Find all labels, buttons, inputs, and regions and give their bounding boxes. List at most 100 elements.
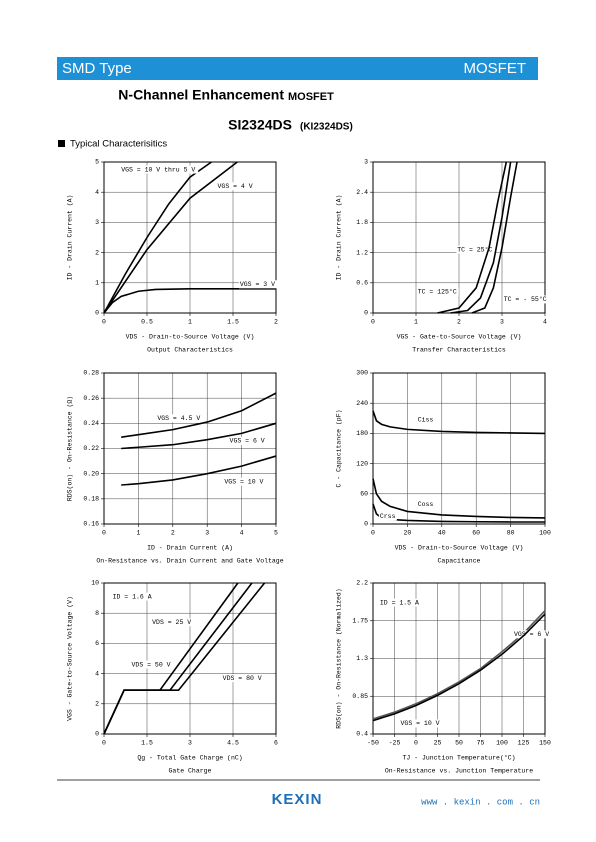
series-label: TC = - 55°C (504, 295, 547, 303)
x-tick-label: 4 (543, 319, 547, 326)
section-title: Typical Characterisitics (70, 139, 167, 150)
x-tick-label: 0 (102, 319, 106, 326)
x-tick-label: 40 (438, 530, 446, 537)
label-backdrop (130, 660, 173, 669)
x-tick-label: 1.5 (141, 740, 153, 747)
y-tick-label: 10 (91, 580, 99, 587)
label-backdrop (120, 165, 199, 174)
x-tick-label: 4 (240, 530, 244, 537)
x-tick-label: 3 (205, 530, 209, 537)
label-backdrop (416, 500, 435, 509)
x-axis-label: VDS - Drain-to-Source Voltage (V) (126, 334, 255, 341)
series-label: VGS = 10 V thru 5 V (121, 166, 195, 173)
y-axis-label: C - Capacitance (pF) (336, 409, 343, 487)
x-tick-label: -25 (389, 740, 401, 747)
x-tick-label: 25 (434, 740, 442, 747)
y-tick-label: 0.4 (356, 731, 368, 738)
series-label: Crss (380, 513, 396, 520)
series-label: VDS = 25 V (152, 619, 191, 626)
y-tick-label: 2.2 (356, 580, 368, 587)
x-tick-label: 1 (188, 319, 192, 326)
label-backdrop (111, 592, 154, 601)
label-backdrop (456, 245, 495, 254)
y-tick-label: 5 (95, 159, 99, 166)
x-tick-label: 0 (102, 530, 106, 537)
y-tick-label: 3 (95, 219, 99, 226)
y-tick-label: 300 (356, 370, 368, 377)
curve (372, 410, 546, 435)
series-label: VDS = 80 V (223, 675, 262, 682)
y-tick-label: 0 (95, 310, 99, 317)
y-tick-label: 0.6 (356, 280, 368, 287)
series-label: TC = 25°C (457, 245, 492, 253)
curve (103, 582, 239, 735)
label-backdrop (416, 287, 459, 296)
series-label: VGS = 3 V (240, 281, 275, 288)
y-tick-label: 4 (95, 670, 99, 677)
series-label: VGS = 10 V (224, 478, 263, 485)
x-tick-label: 0 (414, 740, 418, 747)
y-axis-label: VGS - Gate-to-Source Voltage (V) (67, 596, 74, 721)
label-backdrop (399, 719, 442, 728)
part-number: SI2324DS (228, 117, 292, 133)
y-tick-label: 0.26 (83, 395, 99, 402)
chart-caption: Capacitance (438, 558, 481, 565)
curve (121, 422, 277, 450)
label-backdrop (416, 415, 435, 424)
y-tick-label: 0.18 (83, 496, 99, 503)
y-tick-label: 6 (95, 640, 99, 647)
title: N-Channel Enhancement (118, 87, 284, 103)
plot-frame (372, 582, 546, 735)
y-tick-label: 1 (95, 280, 99, 287)
y-tick-label: 0.28 (83, 370, 99, 377)
title-tag: MOSFET (288, 91, 334, 103)
x-tick-label: 2 (171, 530, 175, 537)
label-backdrop (378, 598, 421, 607)
series-label: VGS = 4 V (218, 183, 253, 190)
chart-caption: Gate Charge (169, 768, 212, 775)
label-backdrop (228, 436, 267, 445)
series-label: VGS = 10 V (401, 720, 440, 727)
x-tick-label: 0 (371, 319, 375, 326)
series-label: VDS = 50 V (132, 661, 171, 668)
y-tick-label: 0 (364, 521, 368, 528)
header-right: MOSFET (464, 60, 527, 77)
curve (103, 161, 238, 314)
y-tick-label: 240 (356, 400, 368, 407)
x-tick-label: 80 (507, 530, 515, 537)
curve (450, 161, 512, 314)
chart-caption: Output Characteristics (147, 347, 233, 354)
x-tick-label: 1.5 (227, 319, 239, 326)
x-tick-label: 100 (539, 530, 551, 537)
y-axis-label: RDS(on) - On-Resistance (Ω) (67, 396, 74, 501)
label-backdrop (378, 512, 397, 521)
y-tick-label: 3 (364, 159, 368, 166)
x-tick-label: 1 (414, 319, 418, 326)
series-label: VGS = 6 V (514, 631, 549, 638)
series-label: VGS = 4.5 V (157, 415, 200, 422)
chart-caption: On-Resistance vs. Drain Current and Gate… (96, 558, 283, 565)
curve (103, 161, 212, 314)
label-backdrop (151, 618, 194, 627)
plot-frame (372, 372, 546, 525)
x-tick-label: 150 (539, 740, 551, 747)
curve (372, 503, 545, 523)
y-tick-label: 2.4 (356, 189, 368, 196)
footer-logo: KEXIN (272, 791, 323, 808)
label-backdrop (223, 477, 266, 486)
label-backdrop (156, 414, 203, 423)
y-tick-label: 1.2 (356, 249, 368, 256)
curve (372, 613, 546, 722)
curve (372, 610, 546, 720)
x-tick-label: -50 (367, 740, 379, 747)
y-tick-label: 1.3 (356, 655, 368, 662)
x-tick-label: 0 (371, 530, 375, 537)
x-tick-label: 5 (274, 530, 278, 537)
x-tick-label: 75 (477, 740, 485, 747)
y-tick-label: 0 (364, 310, 368, 317)
y-axis-label: ID - Drain Current (A) (67, 195, 74, 281)
x-tick-label: 1 (136, 530, 140, 537)
bullet (58, 140, 65, 147)
label-backdrop (513, 630, 552, 639)
